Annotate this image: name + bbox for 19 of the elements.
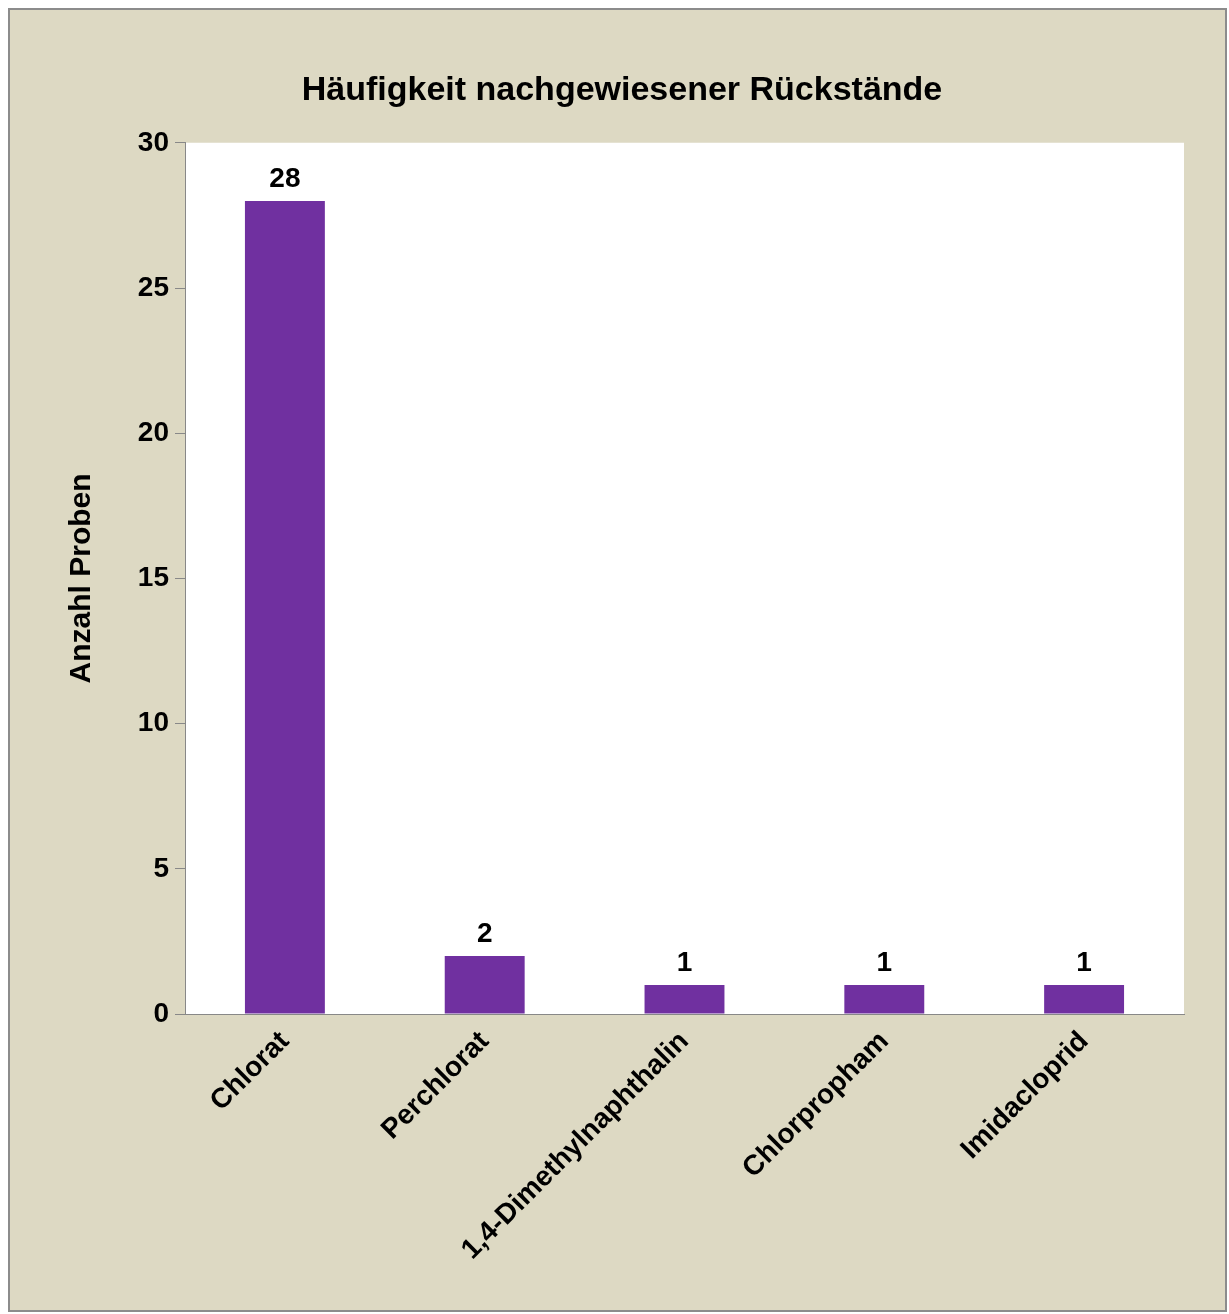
data-label: 2 [476, 916, 493, 948]
data-label: 1 [876, 945, 893, 977]
bar [644, 984, 725, 1014]
y-axis-title: Anzahl Proben [63, 473, 97, 684]
bar [444, 955, 525, 1014]
bar [844, 984, 925, 1014]
y-tick-label: 0 [153, 996, 169, 1028]
y-tick-label: 10 [137, 706, 169, 738]
y-tick-label: 5 [153, 851, 169, 883]
data-label: 28 [269, 161, 301, 193]
y-tick-label: 30 [137, 125, 169, 157]
bar [244, 200, 325, 1014]
chart-title: Häufigkeit nachgewiesener Rückstände [301, 68, 943, 107]
y-tick-label: 25 [137, 270, 169, 302]
bar [1044, 984, 1125, 1014]
data-label: 1 [1076, 945, 1092, 977]
data-label: 1 [676, 945, 693, 977]
y-tick-label: 15 [137, 561, 169, 593]
y-tick-label: 20 [137, 415, 169, 447]
